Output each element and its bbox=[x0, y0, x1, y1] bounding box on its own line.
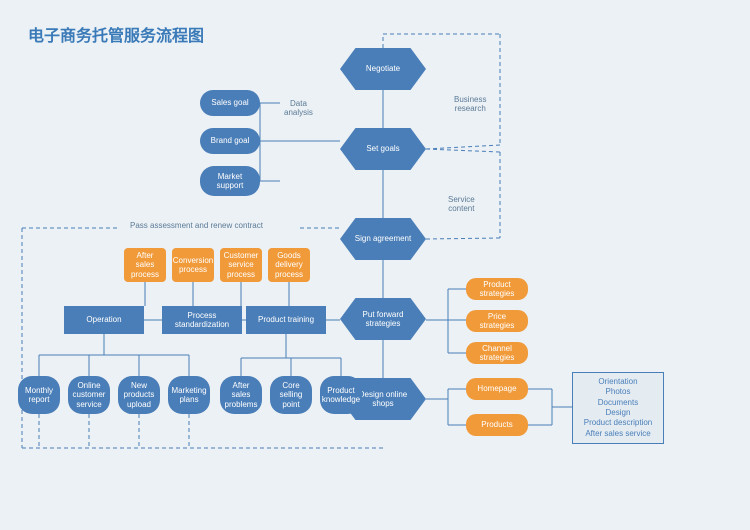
node-orange2: Conversionprocess bbox=[172, 248, 214, 282]
node-operation: Operation bbox=[64, 306, 144, 334]
node-pricestrat: Pricestrategies bbox=[466, 310, 528, 332]
label-data_analysis: Dataanalysis bbox=[284, 100, 313, 118]
node-homepage: Homepage bbox=[466, 378, 528, 400]
node-brandgoal: Brand goal bbox=[200, 128, 260, 154]
sidebox-lines: OrientationPhotosDocumentsDesignProduct … bbox=[584, 377, 652, 439]
node-csp: Coresellingpoint bbox=[270, 376, 312, 414]
node-pk: Productknowledge bbox=[320, 376, 362, 414]
node-products: Products bbox=[466, 414, 528, 436]
node-mktsupport: Marketsupport bbox=[200, 166, 260, 196]
node-sign: Sign agreement bbox=[340, 218, 426, 260]
sidebox: OrientationPhotosDocumentsDesignProduct … bbox=[572, 372, 664, 444]
node-asp: Aftersalesproblems bbox=[220, 376, 262, 414]
node-prodtrain: Product training bbox=[246, 306, 326, 334]
node-mr: Monthlyreport bbox=[18, 376, 60, 414]
node-chanstrat: Channelstrategies bbox=[466, 342, 528, 364]
node-orange3: Customerserviceprocess bbox=[220, 248, 262, 282]
label-svc_content: Servicecontent bbox=[448, 196, 475, 214]
node-orange4: Goodsdeliveryprocess bbox=[268, 248, 310, 282]
label-biz_research: Businessresearch bbox=[454, 96, 486, 114]
node-npu: Newproductsupload bbox=[118, 376, 160, 414]
node-mp: Marketingplans bbox=[168, 376, 210, 414]
label-pass_assess: Pass assessment and renew contract bbox=[130, 222, 263, 231]
node-ocs: Onlinecustomerservice bbox=[68, 376, 110, 414]
flowchart-canvas: 电子商务托管服务流程图 NegotiateSet goalsSign agree… bbox=[0, 0, 750, 530]
node-orange1: Aftersalesprocess bbox=[124, 248, 166, 282]
node-putfwd: Put forwardstrategies bbox=[340, 298, 426, 340]
node-prodstrat: Productstrategies bbox=[466, 278, 528, 300]
node-setgoals: Set goals bbox=[340, 128, 426, 170]
node-procstd: Processstandardization bbox=[162, 306, 242, 334]
node-negotiate: Negotiate bbox=[340, 48, 426, 90]
node-salesgoal: Sales goal bbox=[200, 90, 260, 116]
